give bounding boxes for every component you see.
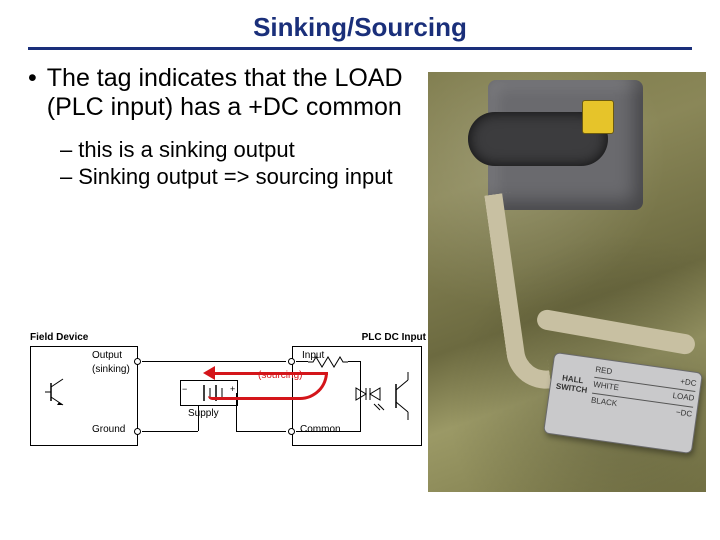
sub-bullet-2-text: Sinking output => sourcing input	[78, 163, 392, 191]
terminal	[134, 358, 141, 365]
wire	[296, 431, 361, 432]
current-arrow	[208, 372, 328, 400]
circuit-diagram: Field Device PLC DC Input Output (sinkin…	[30, 332, 426, 492]
main-bullet-text: The tag indicates that the LOAD (PLC inp…	[47, 64, 432, 122]
terminal	[134, 428, 141, 435]
sub-bullet-1: – this is a sinking output	[60, 136, 440, 164]
wire	[236, 431, 286, 432]
wire	[142, 431, 198, 432]
terminal	[288, 358, 295, 365]
supply-label: Supply	[188, 408, 219, 419]
wire	[296, 361, 308, 362]
tag-r3-left: BLACK	[590, 395, 617, 409]
wire	[348, 361, 360, 362]
title-area: Sinking/Sourcing	[0, 0, 720, 43]
wire	[360, 417, 361, 431]
tag-header: HALL SWITCH	[554, 373, 590, 395]
supply-minus: −	[182, 384, 187, 394]
field-device-label: Field Device	[30, 332, 88, 343]
ground-label: Ground	[92, 424, 125, 435]
tag-r1-right: +DC	[680, 377, 698, 390]
bullet-dot: •	[28, 64, 37, 122]
sinking-label: (sinking)	[92, 364, 130, 375]
opto-icon	[350, 380, 390, 420]
sub-bullet-2: – Sinking output => sourcing input	[60, 163, 440, 191]
dash-icon: –	[60, 136, 72, 164]
sensor-cable-2	[535, 308, 696, 355]
wiring-tag: HALL SWITCH RED +DC WHITE LOAD BLACK −DC	[543, 352, 703, 454]
tag-r3-right: −DC	[675, 407, 693, 420]
sensor-cable	[484, 190, 551, 394]
common-label: Common	[300, 424, 341, 435]
main-bullet: • The tag indicates that the LOAD (PLC i…	[22, 64, 432, 122]
sub-bullet-1-text: this is a sinking output	[78, 136, 294, 164]
tag-r2-right: LOAD	[672, 391, 695, 404]
sensor-photo: HALL SWITCH RED +DC WHITE LOAD BLACK −DC	[428, 72, 706, 492]
terminal	[288, 428, 295, 435]
dash-icon: –	[60, 163, 72, 191]
slide-title: Sinking/Sourcing	[253, 12, 467, 43]
phototransistor-icon	[388, 372, 416, 420]
transistor-icon	[45, 377, 69, 407]
yellow-connector	[582, 100, 614, 134]
tag-r1-left: RED	[595, 365, 613, 378]
resistor-icon	[308, 356, 348, 368]
tag-r2-left: WHITE	[592, 380, 619, 394]
plc-input-label: PLC DC Input	[362, 332, 426, 343]
output-label: Output	[92, 350, 122, 361]
sub-bullets: – this is a sinking output – Sinking out…	[60, 136, 440, 191]
wire	[142, 361, 286, 362]
